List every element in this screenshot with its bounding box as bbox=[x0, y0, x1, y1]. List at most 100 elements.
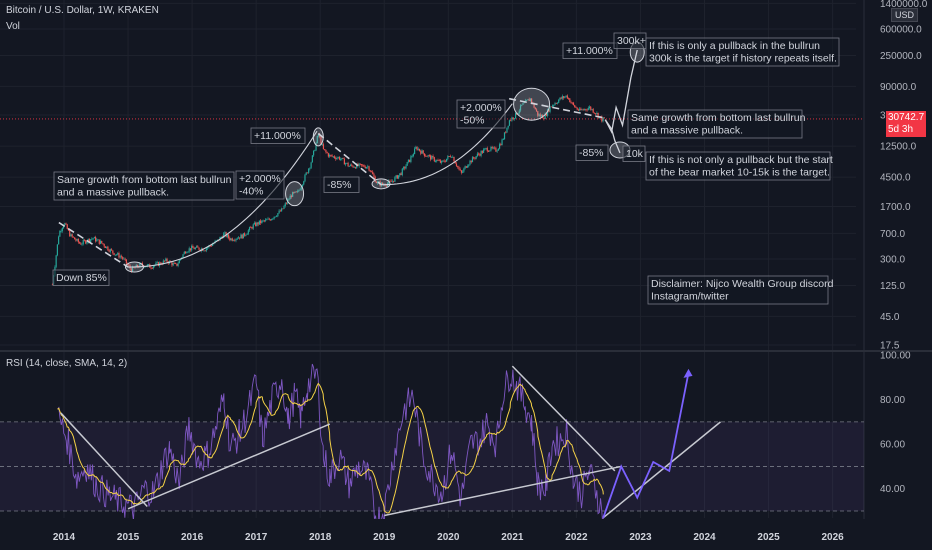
candle-body bbox=[420, 150, 422, 154]
candle-body bbox=[364, 166, 366, 169]
candle-body bbox=[58, 236, 60, 245]
candle-body bbox=[263, 220, 265, 222]
price-tick-label: 1400000.0 bbox=[880, 0, 928, 10]
rsi-axis[interactable]: 100.00 80.00 60.00 40.00 bbox=[880, 351, 911, 496]
candle-body bbox=[453, 156, 455, 162]
candle-body bbox=[533, 103, 535, 108]
candle-body bbox=[151, 268, 153, 269]
candle-body bbox=[117, 253, 119, 255]
candle-body bbox=[261, 220, 263, 224]
candle-body bbox=[418, 148, 421, 151]
candle-body bbox=[119, 256, 121, 258]
time-axis[interactable]: 2014 2015 2016 2017 2018 2019 2020 2021 2022 2023… bbox=[0, 519, 932, 550]
candle-body bbox=[195, 246, 198, 248]
annotation-a7: +11.000% bbox=[562, 42, 618, 59]
candle-body bbox=[171, 262, 173, 266]
candle-body bbox=[162, 260, 164, 265]
price-tick-label: 45.0 bbox=[880, 312, 900, 323]
candle-body bbox=[428, 155, 430, 157]
annotation-a9: If this is only a pullback in the bullru… bbox=[645, 37, 840, 67]
candle-body bbox=[193, 247, 195, 250]
candle-body bbox=[188, 248, 190, 252]
candle-body bbox=[156, 262, 158, 263]
candle-body bbox=[423, 153, 426, 156]
candle-body bbox=[579, 108, 581, 111]
candle-body bbox=[210, 245, 212, 247]
candle-body bbox=[332, 156, 334, 158]
candle-body bbox=[165, 258, 167, 261]
candle-body bbox=[258, 220, 261, 225]
candle-body bbox=[410, 156, 412, 162]
candle-body bbox=[474, 158, 476, 160]
candle-body bbox=[274, 216, 277, 218]
price-tick-label: 250000.0 bbox=[880, 51, 922, 62]
candle-body bbox=[123, 258, 125, 260]
candle-body bbox=[304, 174, 306, 182]
candle-body bbox=[160, 262, 162, 265]
candle-body bbox=[306, 172, 309, 174]
candle-body bbox=[368, 166, 370, 171]
candle-body bbox=[369, 170, 371, 172]
time-tick-label: 2023 bbox=[629, 532, 652, 543]
candle-body bbox=[161, 264, 163, 265]
candle-body bbox=[545, 113, 547, 116]
candle-body bbox=[377, 181, 379, 184]
currency-label: USD bbox=[890, 8, 918, 22]
candle-body bbox=[309, 167, 311, 169]
candle-body bbox=[228, 234, 230, 238]
candle-body bbox=[512, 117, 514, 120]
annotation-text: -50% bbox=[460, 115, 485, 127]
candle-body bbox=[252, 224, 254, 229]
price-tick-label: 90000.0 bbox=[880, 82, 917, 93]
candle-body bbox=[538, 114, 540, 116]
annotation-box bbox=[562, 42, 618, 59]
candle-body bbox=[311, 155, 313, 163]
candle-body bbox=[446, 158, 448, 162]
candle-body bbox=[521, 104, 523, 106]
candle-body bbox=[94, 237, 97, 242]
candle-body bbox=[441, 160, 443, 163]
candle-body bbox=[581, 109, 583, 111]
candle-body bbox=[505, 132, 507, 134]
candle-body bbox=[272, 218, 274, 220]
candle-body bbox=[136, 264, 139, 267]
rsi-tick-label: 80.00 bbox=[880, 395, 905, 406]
candle-body bbox=[204, 250, 206, 252]
candle-body bbox=[432, 156, 434, 158]
time-tick-label: 2015 bbox=[117, 532, 140, 543]
time-tick-label: 2022 bbox=[565, 532, 588, 543]
candle-body bbox=[425, 155, 427, 157]
annotation-a3: +2.000%-40% bbox=[235, 170, 285, 200]
candle-body bbox=[70, 234, 72, 237]
rsi-projection-arrowhead bbox=[683, 368, 693, 378]
candle-body bbox=[506, 127, 508, 133]
candle-body bbox=[317, 134, 320, 136]
candle-body bbox=[381, 182, 384, 185]
candle-body bbox=[268, 218, 270, 220]
candle-body bbox=[176, 263, 178, 266]
candle-body bbox=[101, 240, 103, 244]
candle-body bbox=[462, 171, 464, 173]
candle-body bbox=[264, 219, 267, 221]
candle-body bbox=[576, 107, 578, 110]
annotation-text: 300k is the target if history repeats it… bbox=[649, 53, 837, 65]
candle-body bbox=[240, 234, 242, 239]
growth-arc bbox=[128, 130, 318, 268]
annotation-text: and a massive pullback. bbox=[57, 187, 169, 199]
candle-body bbox=[61, 228, 63, 231]
candle-body bbox=[342, 157, 344, 159]
candle-body bbox=[559, 97, 561, 100]
annotation-a12: 10k bbox=[622, 145, 646, 162]
candle-body bbox=[450, 156, 453, 158]
candle-body bbox=[262, 220, 264, 222]
candle-body bbox=[192, 245, 194, 248]
candle-body bbox=[439, 160, 442, 163]
candle-body bbox=[470, 160, 472, 163]
price-tick-label: 4500.0 bbox=[880, 173, 911, 184]
price-tick-label: 600000.0 bbox=[880, 25, 922, 36]
candle-body bbox=[522, 103, 524, 105]
candle-body bbox=[152, 266, 155, 269]
candle-body bbox=[235, 238, 237, 241]
candle-body bbox=[534, 107, 536, 110]
